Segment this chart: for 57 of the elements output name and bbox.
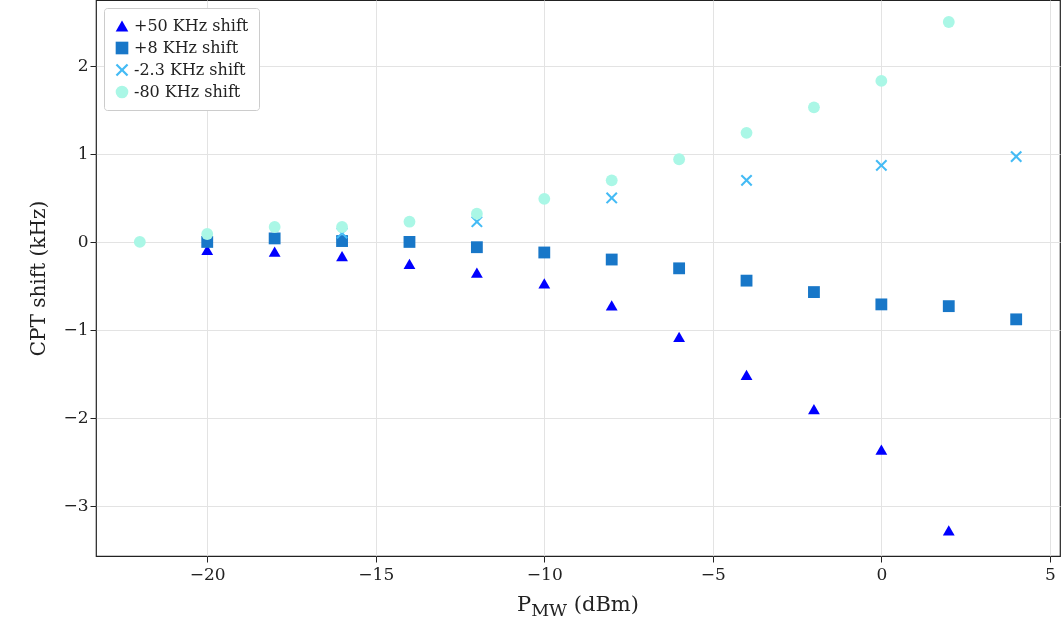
x-tick-label: −15 [358,563,395,584]
point [403,236,416,248]
point [942,300,955,313]
x-tick-label: −5 [700,563,726,584]
point [673,331,686,343]
y-tick-label: 2 [77,55,89,76]
y-tick-label: −2 [63,407,89,428]
legend-label: -80 KHz shift [134,82,241,101]
point [605,192,618,204]
point [740,126,753,139]
point [403,215,416,228]
point [740,369,753,380]
point [336,221,348,233]
point [942,16,955,28]
point [673,262,686,275]
x-tick-label: −20 [189,563,226,584]
x-axis-title: P$_{MW}$ (dBm) [516,592,640,621]
point [201,228,214,240]
point [808,403,820,415]
y-tick-label: 0 [77,231,89,252]
point [673,153,686,166]
point [403,258,416,270]
point [875,159,888,172]
point [875,444,888,455]
point [133,236,146,248]
point [268,246,281,257]
point [875,75,888,87]
point [470,241,483,254]
point [605,253,618,266]
point [808,286,820,298]
y-axis-title: CPT shift (kHz) [26,200,51,357]
point [268,221,281,233]
y-tick-label: −1 [63,319,89,340]
legend-label: -2.3 KHz shift [134,60,246,79]
point [470,207,483,220]
x-tick-label: 0 [876,563,888,584]
point [538,246,551,259]
point [336,250,348,262]
y-tick-label: −3 [63,495,89,516]
point [538,278,551,289]
point [1010,150,1023,163]
point [470,267,483,278]
point [268,232,281,245]
point [1010,313,1023,326]
point [740,274,753,287]
legend-label: +8 KHz shift [134,38,239,57]
legend-label: +50 KHz shift [134,16,249,35]
point [942,525,955,536]
x-tick-label: 5 [1044,563,1056,584]
point [538,192,551,205]
point [875,298,888,311]
point [808,101,820,114]
y-tick-label: 1 [77,143,89,164]
point [605,174,618,187]
point [605,300,618,311]
x-tick-label: −10 [526,563,563,584]
point [740,174,753,187]
